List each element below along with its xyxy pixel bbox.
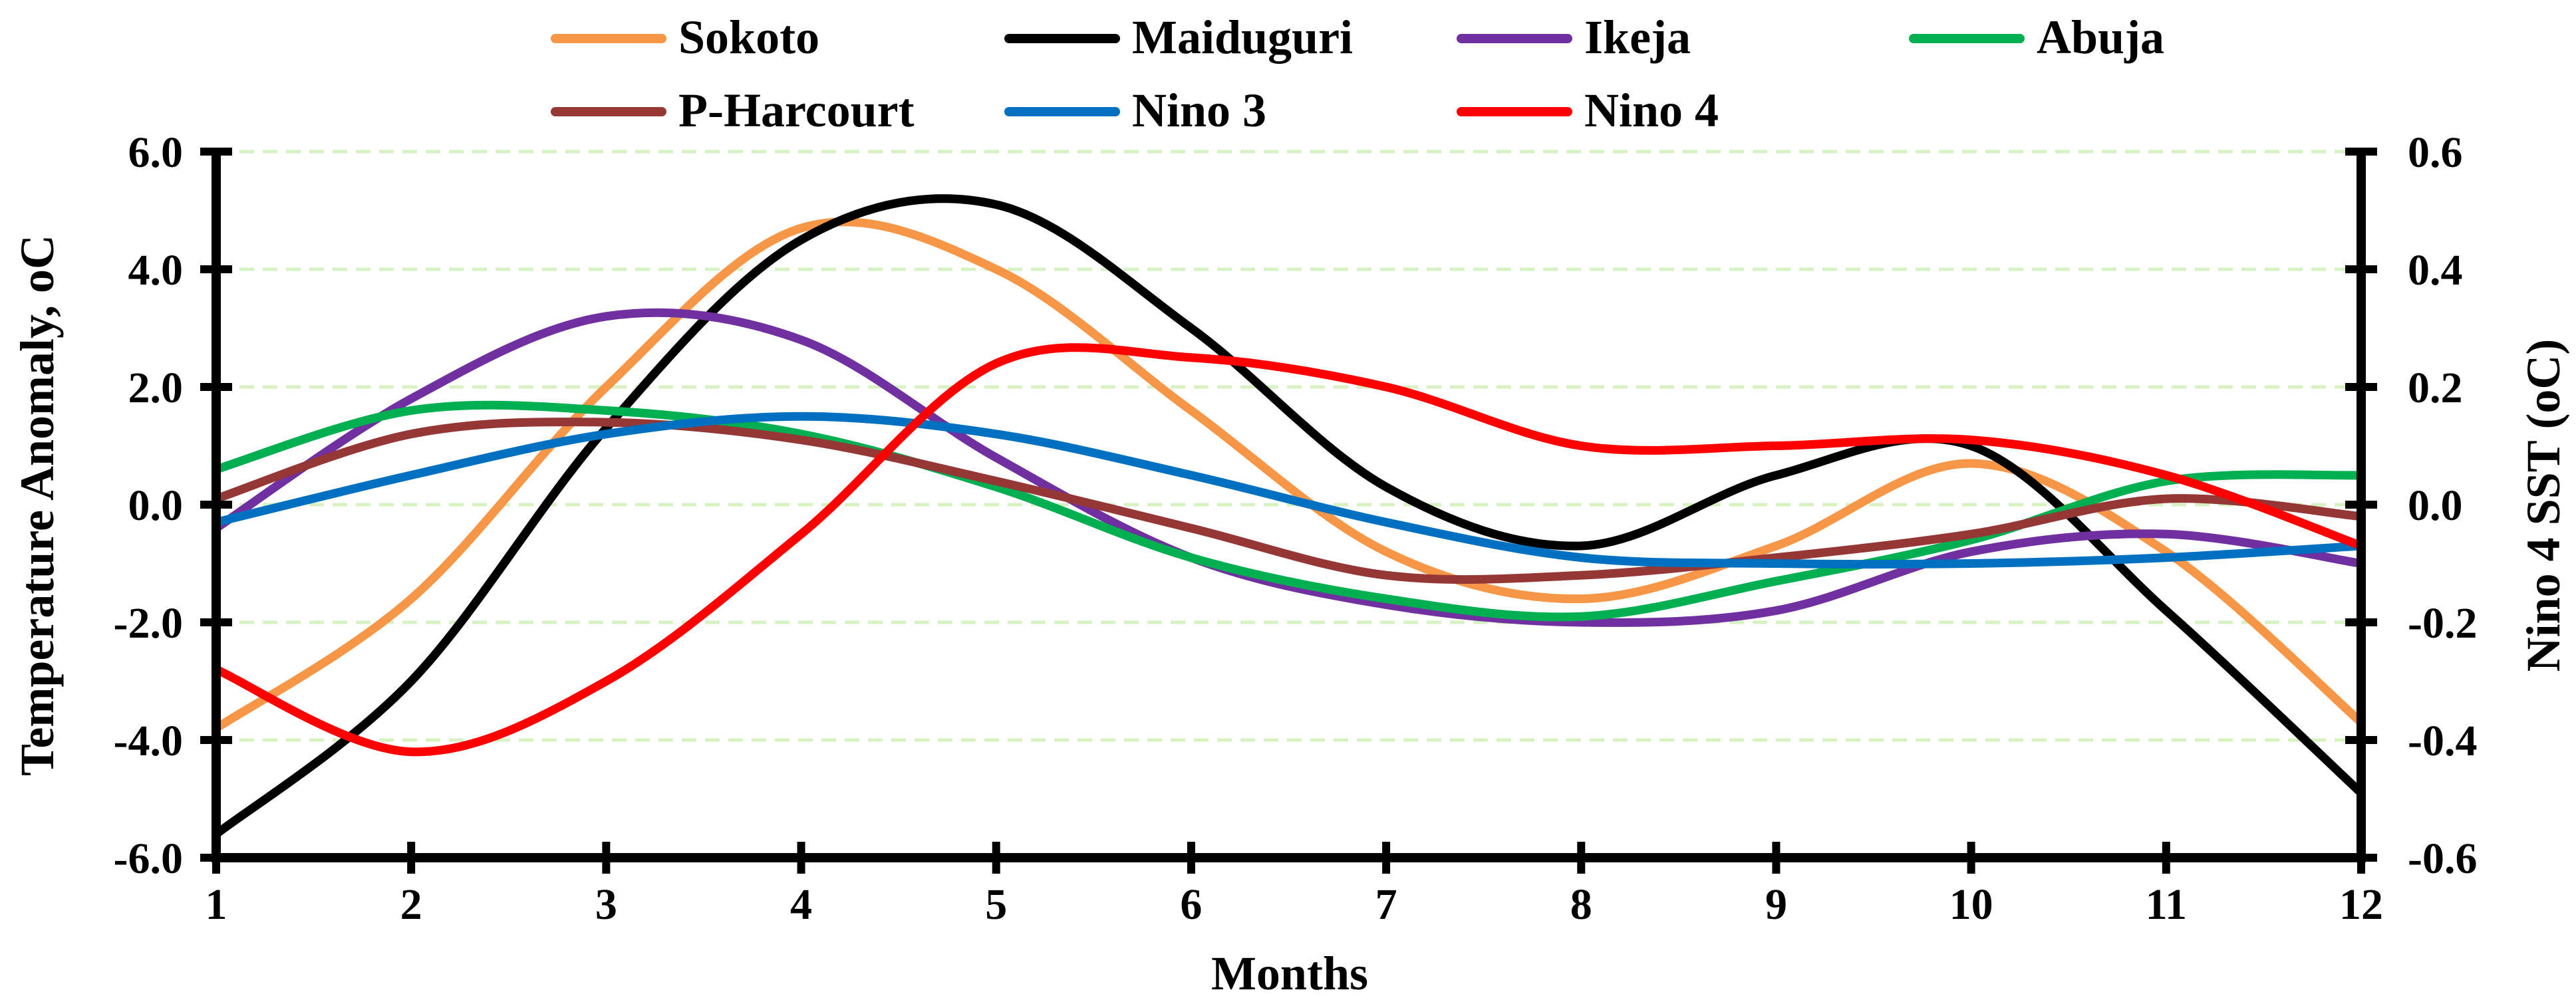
series-line-nino-4 — [212, 343, 2366, 757]
series-line-sokoto — [212, 217, 2366, 733]
gridlines — [216, 150, 2361, 742]
legend-label: Nino 4 — [1584, 84, 1719, 137]
x-tick-label: 11 — [2146, 880, 2187, 929]
x-tick-label: 12 — [2339, 880, 2383, 929]
tick-labels: -6.0 -4.0 -2.0 0.0 2.0 4.0 6.0 -0.6 -0.4 -0.2 0.0 0… — [114, 128, 2478, 929]
legend-label: Nino 3 — [1132, 84, 1266, 137]
axes — [200, 148, 2377, 874]
y-left-tick-label: 6.0 — [128, 128, 184, 177]
y-left-tick-label: 0.0 — [128, 481, 184, 530]
y-right-tick-label: 0.2 — [2408, 364, 2463, 412]
legend-item-p-harcourt: P-Harcourt — [551, 84, 915, 137]
y-right-tick-label: -0.2 — [2408, 599, 2477, 648]
y-axis-right-title: Nino 4 SST (oC) — [2517, 339, 2570, 672]
x-tick-label: 8 — [1570, 880, 1592, 929]
series-line-p-harcourt — [212, 418, 2366, 584]
x-tick-label: 2 — [400, 880, 422, 929]
legend-item-maiduguri: Maiduguri — [1004, 11, 1353, 64]
x-tick-label: 10 — [1949, 880, 1993, 929]
y-axis-left-title: Temperature Anomaly, oC — [11, 235, 64, 776]
x-tick-label: 6 — [1180, 880, 1202, 929]
x-axis-title: Months — [1211, 947, 1368, 998]
legend-item-ikeja: Ikeja — [1457, 11, 1691, 64]
legend-item-nino-3: Nino 3 — [1004, 84, 1266, 137]
y-left-tick-label: -2.0 — [114, 599, 183, 648]
y-left-tick-label: -6.0 — [114, 834, 183, 883]
series-line-ikeja — [212, 308, 2366, 627]
x-tick-label: 5 — [985, 880, 1007, 929]
legend-label: P-Harcourt — [678, 84, 915, 137]
y-left-tick-label: 2.0 — [128, 364, 184, 412]
y-left-tick-label: 4.0 — [128, 246, 184, 295]
y-right-tick-label: 0.4 — [2408, 246, 2463, 295]
y-right-tick-label: 0.6 — [2408, 128, 2463, 177]
legend-label: Abuja — [2037, 11, 2164, 64]
legend-item-nino-4: Nino 4 — [1457, 84, 1719, 137]
legend-item-abuja: Abuja — [1909, 11, 2164, 64]
x-tick-label: 7 — [1375, 880, 1397, 929]
x-tick-label: 4 — [790, 880, 812, 929]
legend-item-sokoto: Sokoto — [551, 11, 819, 64]
legend-label: Sokoto — [678, 11, 819, 64]
y-right-tick-label: -0.4 — [2408, 717, 2477, 765]
legend: Sokoto Maiduguri Ikeja Abuja P-Harcourt Nino … — [551, 11, 2164, 137]
y-right-tick-label: -0.6 — [2408, 834, 2477, 883]
legend-label: Maiduguri — [1132, 11, 1353, 64]
y-left-tick-label: -4.0 — [114, 717, 183, 765]
series-lines — [212, 194, 2366, 839]
series-line-nino-3 — [212, 412, 2366, 569]
x-tick-label: 3 — [595, 880, 617, 929]
series-line-maiduguri — [212, 194, 2366, 839]
x-tick-label: 1 — [206, 880, 227, 929]
legend-label: Ikeja — [1584, 11, 1691, 64]
y-right-tick-label: 0.0 — [2408, 481, 2463, 530]
x-tick-label: 9 — [1765, 880, 1787, 929]
